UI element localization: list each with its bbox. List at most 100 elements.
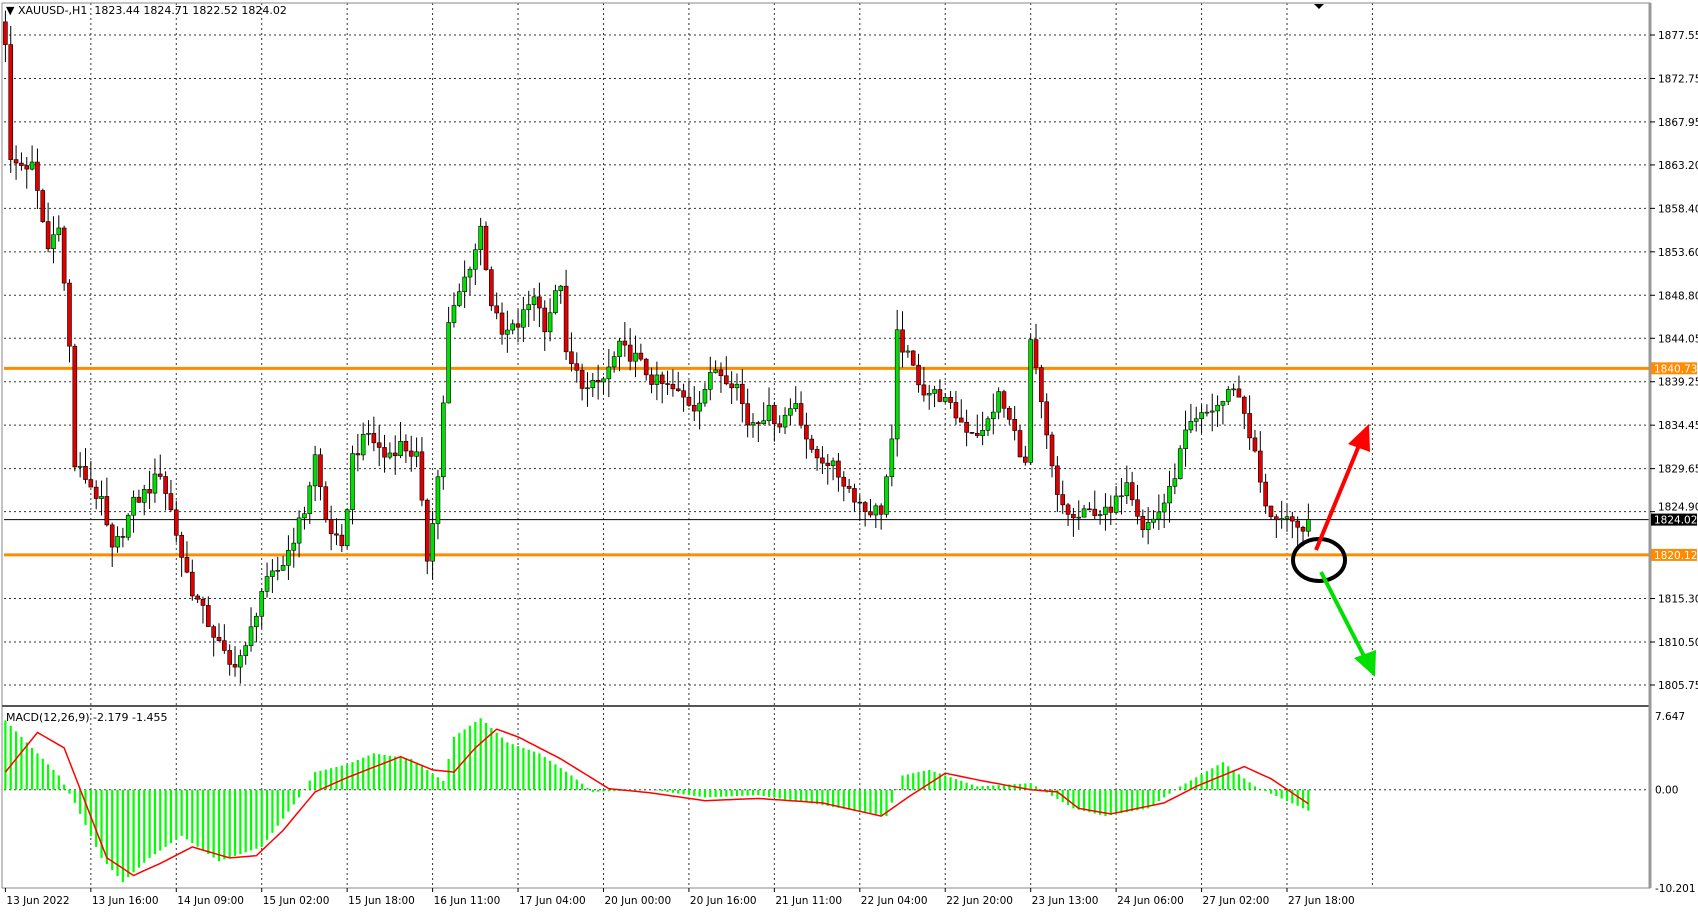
bull-candle <box>280 565 286 571</box>
price-label: 1872.75 <box>1658 73 1698 85</box>
bull-candle <box>344 509 350 547</box>
bear-candle <box>675 388 681 391</box>
bear-candle <box>200 598 206 606</box>
bear-candle <box>814 449 820 459</box>
bear-candle <box>1268 505 1274 518</box>
bear-candle <box>419 451 425 501</box>
bear-candle <box>643 358 649 376</box>
bear-candle <box>499 312 505 335</box>
bull-candle <box>873 505 879 516</box>
bull-candle <box>793 403 799 409</box>
bull-candle <box>366 433 371 435</box>
bear-candle <box>820 457 825 464</box>
bull-candle <box>1103 506 1108 515</box>
bull-candle <box>526 304 532 310</box>
price-label: 1805.75 <box>1658 680 1698 692</box>
bear-candle <box>638 352 644 360</box>
bear-candle <box>740 383 745 404</box>
shift-marker-icon[interactable] <box>1314 4 1324 9</box>
resistance-line-tag <box>1651 362 1697 375</box>
time-label: 27 Jun 02:00 <box>1203 895 1270 907</box>
drawings[interactable] <box>1291 4 1376 677</box>
macd-axis-label: -10.201 <box>1655 883 1696 895</box>
bear-candle <box>756 422 761 425</box>
support-line-price: 1820.12 <box>1654 550 1697 562</box>
bull-candle <box>270 570 275 577</box>
support-line-tag <box>1651 548 1697 561</box>
bull-candle <box>141 489 147 503</box>
down-arrow-shaft[interactable] <box>1319 571 1368 661</box>
price-levels <box>4 366 1650 557</box>
bull-candle <box>1172 478 1178 487</box>
price-label: 1877.55 <box>1658 30 1698 42</box>
bear-candle <box>1039 367 1044 403</box>
bull-candle <box>782 414 788 428</box>
bear-candle <box>1001 391 1007 409</box>
bear-candle <box>569 351 574 365</box>
bull-candle <box>884 476 889 515</box>
bear-candle <box>35 161 40 191</box>
bear-candle <box>222 640 227 651</box>
current-price-line-tag <box>1651 513 1697 526</box>
bull-candle <box>1306 519 1311 532</box>
price-label: 1839.25 <box>1658 377 1698 389</box>
bear-candle <box>515 323 521 328</box>
symbol: XAUUSD-,H1 <box>17 4 88 17</box>
bear-candle <box>1236 388 1242 398</box>
bear-candle <box>109 524 115 548</box>
time-label: 17 Jun 04:00 <box>519 895 586 907</box>
bull-candle <box>1145 522 1151 530</box>
bull-candle <box>606 366 612 380</box>
bear-candle <box>953 402 959 419</box>
bear-candle <box>1129 482 1135 501</box>
bear-candle <box>61 227 67 284</box>
bear-candle <box>686 396 692 406</box>
menu-triangle-icon[interactable]: ▼ <box>6 4 18 17</box>
bear-candle <box>83 465 88 480</box>
up-arrow-shaft[interactable] <box>1314 442 1362 551</box>
bear-candle <box>537 296 542 309</box>
bull-candle <box>291 542 297 551</box>
bull-candle <box>1097 514 1103 516</box>
price-label: 1829.65 <box>1658 464 1698 476</box>
bear-candle <box>1049 434 1055 467</box>
time-label: 13 Jun 2022 <box>6 895 69 907</box>
bear-candle <box>184 557 190 573</box>
time-label: 24 Jun 06:00 <box>1117 895 1184 907</box>
bull-candle <box>1231 388 1236 391</box>
time-label: 20 Jun 16:00 <box>690 895 757 907</box>
bull-candle <box>1199 412 1204 420</box>
bear-candle <box>93 486 99 499</box>
price-label: 1834.45 <box>1658 420 1698 432</box>
bear-candle <box>67 282 72 347</box>
bear-candle <box>24 165 30 170</box>
bull-candle <box>942 397 948 402</box>
price-label: 1853.60 <box>1658 247 1698 259</box>
bull-candle <box>286 549 291 566</box>
bear-candle <box>723 375 729 385</box>
bear-candle <box>1065 504 1071 515</box>
bull-candle <box>926 393 932 396</box>
bull-candle <box>302 513 307 519</box>
bull-candle <box>734 383 740 389</box>
bull-candle <box>830 460 836 466</box>
bull-candle <box>473 249 478 270</box>
bear-candle <box>921 384 927 396</box>
bull-candle <box>611 356 617 368</box>
bear-candle <box>836 460 841 478</box>
bull-candle <box>1119 495 1124 498</box>
price-label: 1848.80 <box>1658 290 1698 302</box>
bear-candle <box>403 441 409 452</box>
bear-candle <box>232 664 238 668</box>
bull-candle <box>152 473 158 494</box>
bear-candle <box>1290 516 1295 522</box>
bear-candle <box>19 162 24 166</box>
bull-candle <box>1177 448 1183 479</box>
bull-candle <box>702 388 708 404</box>
bull-candle <box>697 402 702 412</box>
high-value: 1824.71 <box>143 4 189 17</box>
bull-candle <box>547 312 553 333</box>
bear-candle <box>846 485 852 489</box>
